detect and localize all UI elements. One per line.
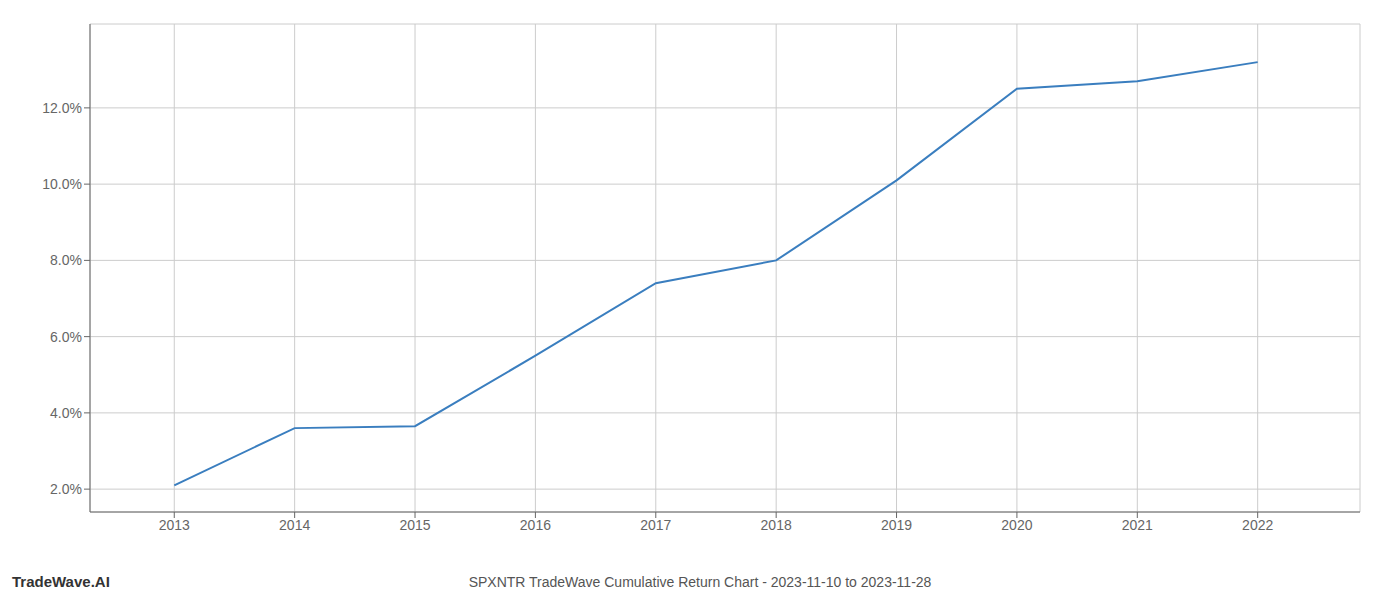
svg-text:2016: 2016 xyxy=(520,517,551,533)
svg-text:2013: 2013 xyxy=(159,517,190,533)
svg-text:2022: 2022 xyxy=(1242,517,1273,533)
svg-text:2017: 2017 xyxy=(640,517,671,533)
svg-text:2018: 2018 xyxy=(761,517,792,533)
svg-text:2021: 2021 xyxy=(1122,517,1153,533)
html-text:TradeWave.AI: TradeWave.AI xyxy=(12,573,110,590)
svg-text:2020: 2020 xyxy=(1001,517,1032,533)
svg-text:2019: 2019 xyxy=(881,517,912,533)
html-text:SPXNTR TradeWave Cumulative Re: SPXNTR TradeWave Cumulative Return Chart… xyxy=(468,574,932,590)
svg-text:10.0%: 10.0% xyxy=(42,176,82,192)
svg-text:12.0%: 12.0% xyxy=(42,100,82,116)
svg-text:4.0%: 4.0% xyxy=(50,405,82,421)
svg-text:2.0%: 2.0% xyxy=(50,481,82,497)
svg-text:8.0%: 8.0% xyxy=(50,252,82,268)
svg-text:2014: 2014 xyxy=(279,517,310,533)
svg-text:2015: 2015 xyxy=(399,517,430,533)
svg-text:6.0%: 6.0% xyxy=(50,329,82,345)
